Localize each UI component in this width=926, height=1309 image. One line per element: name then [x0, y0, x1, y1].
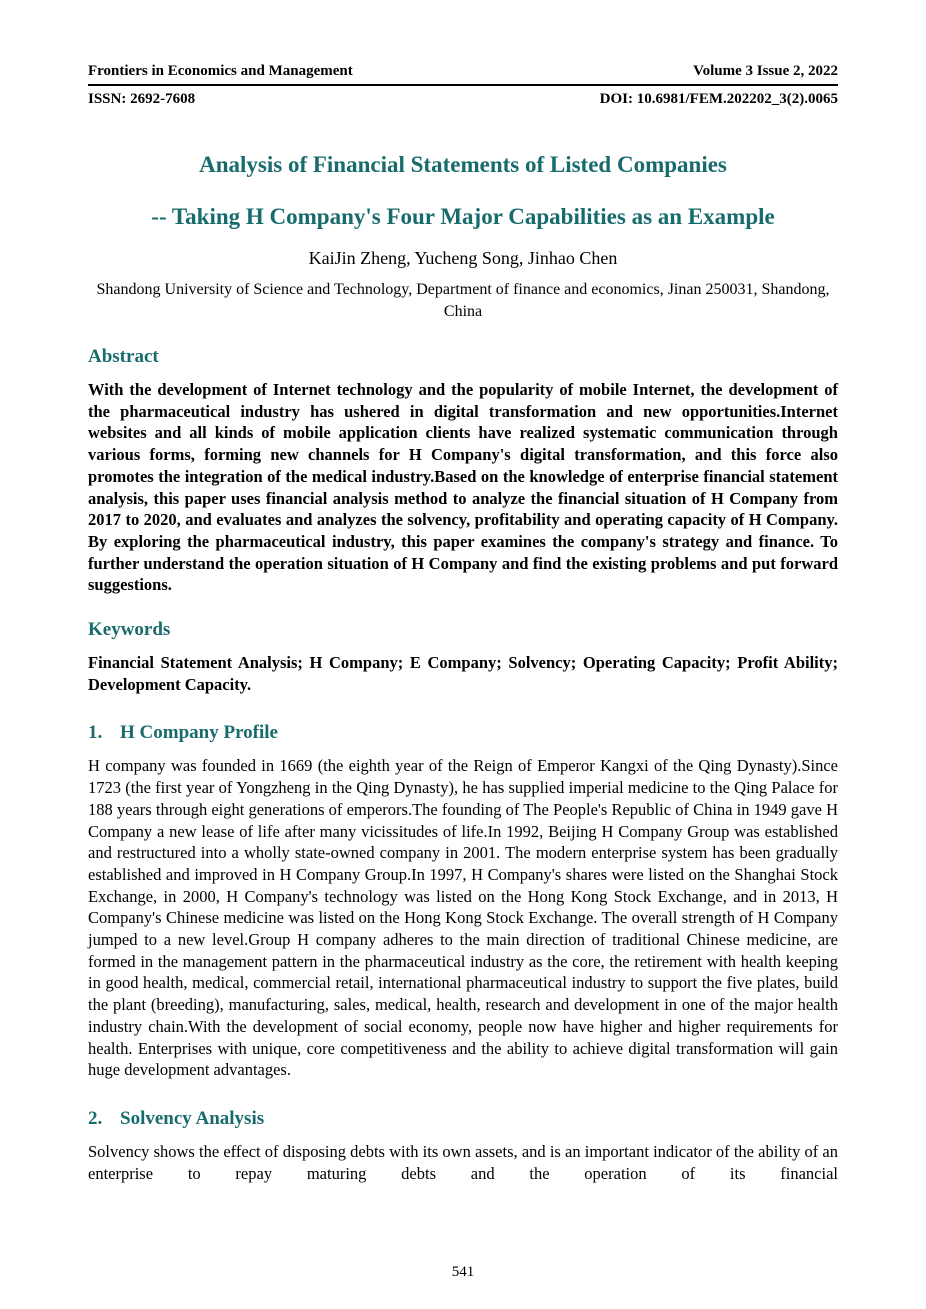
header-row-top: Frontiers in Economics and Management Vo… [88, 62, 838, 81]
page-number: 541 [451, 1264, 475, 1280]
paper-title: Analysis of Financial Statements of List… [199, 152, 727, 177]
keywords-text: Financial Statement Analysis; H Company;… [88, 653, 838, 694]
section-1-text: H company was founded in 1669 (the eight… [88, 756, 838, 1080]
section-2-title: Solvency Analysis [120, 1107, 265, 1129]
section-1-number: 1. [88, 722, 103, 744]
paper-subtitle: -- Taking H Company's Four Major Capabil… [151, 204, 775, 229]
header-row-bottom: ISSN: 2692-7608 DOI: 10.6981/FEM.202202_… [88, 90, 838, 109]
journal-name: Frontiers in Economics and Management [88, 63, 353, 79]
header-divider [88, 84, 838, 86]
section-1-title: H Company Profile [120, 722, 278, 744]
section-2-number: 2. [88, 1107, 103, 1129]
abstract-heading: Abstract [88, 346, 159, 367]
journal-doi: DOI: 10.6981/FEM.202202_3(2).0065 [599, 91, 838, 107]
authors-line: KaiJin Zheng, Yucheng Song, Jinhao Chen [308, 248, 618, 268]
journal-header: Frontiers in Economics and Management Vo… [88, 62, 838, 109]
section-1-heading: 1. H Company Profile [88, 721, 838, 745]
abstract-text: With the development of Internet technol… [88, 380, 838, 595]
section-2-heading: 2. Solvency Analysis [88, 1107, 838, 1131]
journal-issn: ISSN: 2692-7608 [88, 91, 196, 107]
keywords-heading: Keywords [88, 619, 171, 641]
affiliation-line: Shandong University of Science and Techn… [96, 281, 830, 320]
journal-volume-issue: Volume 3 Issue 2, 2022 [693, 63, 838, 79]
section-2-text: Solvency shows the effect of disposing d… [88, 1141, 838, 1183]
